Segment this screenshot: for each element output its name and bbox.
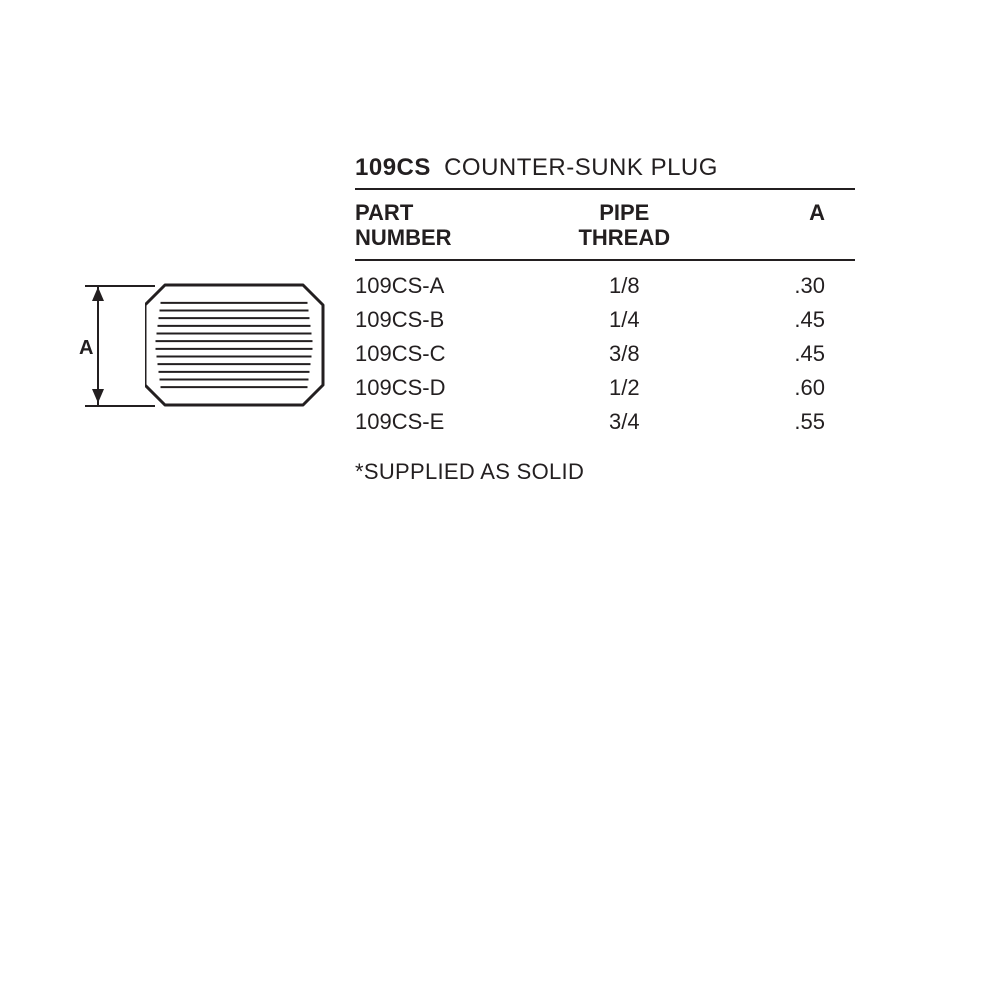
cell-a: .45 (708, 337, 856, 371)
cell-part: 109CS-D (355, 371, 541, 405)
dim-label-a: A (79, 337, 93, 360)
dim-arrow-up-icon (92, 287, 104, 301)
dim-line (97, 285, 99, 405)
cell-pipe: 1/8 (541, 269, 707, 303)
table-body: 109CS-A1/8.30109CS-B1/4.45109CS-C3/8.451… (355, 261, 855, 439)
table-header: PARTNUMBER PIPETHREAD A (355, 190, 855, 261)
table-title: 109CS COUNTER-SUNK PLUG (355, 154, 855, 190)
cell-a: .45 (708, 303, 856, 337)
table-row: 109CS-C3/8.45 (355, 337, 855, 371)
col-header-pipe: PIPETHREAD (541, 200, 707, 251)
plug-icon (145, 279, 335, 414)
cell-pipe: 3/8 (541, 337, 707, 371)
cell-part: 109CS-A (355, 269, 541, 303)
cell-pipe: 1/4 (541, 303, 707, 337)
dim-arrow-down-icon (92, 389, 104, 403)
title-code: 109CS (355, 154, 431, 181)
spec-table: 109CS COUNTER-SUNK PLUG PARTNUMBER PIPET… (355, 154, 855, 485)
cell-pipe: 3/4 (541, 405, 707, 439)
cell-a: .30 (708, 269, 856, 303)
cell-a: .55 (708, 405, 856, 439)
title-name: COUNTER-SUNK PLUG (444, 154, 718, 181)
table-row: 109CS-B1/4.45 (355, 303, 855, 337)
table-row: 109CS-A1/8.30 (355, 269, 855, 303)
plug-diagram: A (85, 285, 335, 435)
cell-part: 109CS-C (355, 337, 541, 371)
cell-a: .60 (708, 371, 856, 405)
cell-pipe: 1/2 (541, 371, 707, 405)
cell-part: 109CS-B (355, 303, 541, 337)
cell-part: 109CS-E (355, 405, 541, 439)
table-footnote: *SUPPLIED AS SOLID (355, 459, 855, 485)
table-row: 109CS-E3/4.55 (355, 405, 855, 439)
col-header-a: A (708, 200, 856, 251)
col-header-part: PARTNUMBER (355, 200, 541, 251)
table-row: 109CS-D1/2.60 (355, 371, 855, 405)
